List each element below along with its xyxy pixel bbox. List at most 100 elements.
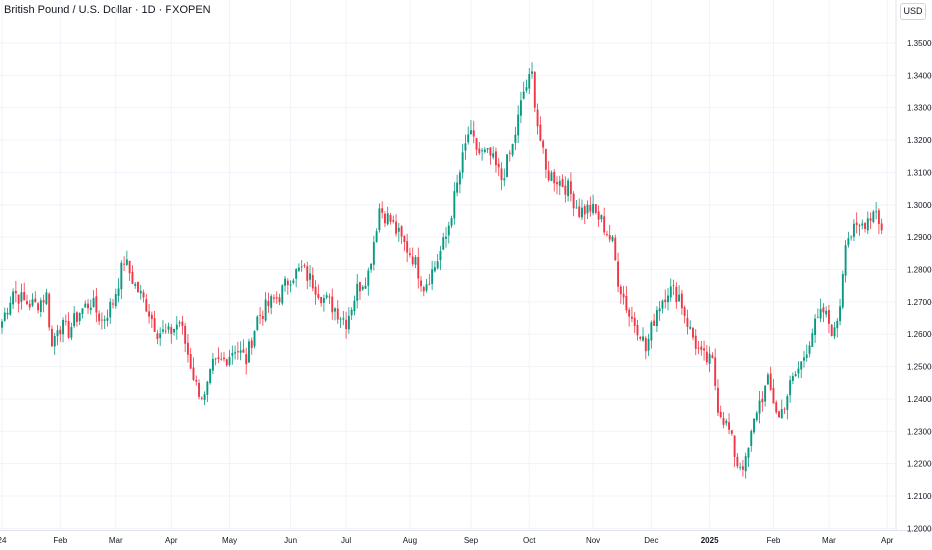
candle [497, 158, 500, 177]
candle [761, 391, 764, 412]
candle [483, 147, 486, 154]
candle [519, 91, 522, 124]
candle [59, 325, 62, 342]
candle [633, 312, 636, 334]
candle [467, 126, 470, 145]
candle [51, 325, 53, 348]
candle [725, 418, 728, 427]
candle [733, 435, 736, 468]
candle [375, 228, 378, 243]
candle [661, 299, 664, 314]
candle [372, 235, 375, 271]
candle [198, 379, 200, 400]
candle [805, 344, 808, 362]
candle [386, 206, 389, 226]
candle [664, 289, 667, 309]
candle [655, 306, 658, 332]
candle [1, 319, 3, 334]
candle [64, 314, 67, 326]
candle [62, 317, 64, 343]
candle [359, 281, 361, 300]
candle [400, 225, 403, 244]
candle [106, 309, 109, 327]
symbol-title: British Pound / U.S. Dollar · 1D · FXOPE… [4, 4, 211, 16]
price-tick-label: 1.24000 [907, 395, 932, 404]
candle [594, 204, 597, 215]
time-tick-label: Feb [53, 536, 67, 545]
candle [209, 368, 212, 385]
time-tick-label: Apr [165, 536, 178, 545]
candle [822, 303, 825, 323]
candle [531, 62, 533, 79]
candle [489, 147, 492, 165]
candle [719, 405, 722, 419]
candle [112, 298, 114, 309]
candle [181, 315, 184, 335]
candle [336, 300, 339, 324]
candle [697, 341, 700, 355]
candle [6, 307, 9, 320]
candle [367, 267, 370, 296]
candle [239, 341, 242, 361]
candle [747, 447, 750, 467]
candle [525, 79, 528, 93]
candle [345, 311, 348, 339]
candle [320, 296, 323, 307]
candle [869, 212, 872, 229]
candle [353, 295, 356, 316]
candle [70, 322, 73, 341]
candle [450, 215, 453, 229]
candle [242, 339, 245, 353]
candle [289, 280, 292, 293]
candle [611, 234, 614, 243]
candle [178, 320, 181, 328]
price-tick-label: 1.31000 [907, 168, 932, 177]
candle [442, 232, 445, 251]
time-tick-label: May [222, 536, 237, 545]
candle [14, 280, 17, 303]
candle [569, 172, 572, 202]
candle [292, 278, 295, 285]
candle [195, 375, 198, 386]
candle [630, 306, 633, 323]
candle [92, 290, 95, 308]
candle [814, 314, 817, 344]
candle [281, 284, 284, 306]
currency-button[interactable]: USD [900, 3, 926, 20]
candle [137, 281, 139, 293]
candle [170, 323, 173, 344]
candle [461, 143, 464, 179]
candle [259, 306, 262, 325]
candle [184, 322, 187, 353]
candle [508, 150, 511, 162]
time-axis[interactable]: 24 Feb Mar Apr May Jun Jul Aug Sep Oct Nov Dec 2025 F… [0, 536, 894, 545]
candle [808, 341, 811, 358]
price-tick-label: 1.22000 [907, 460, 932, 469]
candle [589, 196, 592, 217]
time-tick-label: Oct [523, 536, 536, 545]
candle [134, 281, 137, 289]
candle [203, 391, 206, 406]
candle [794, 371, 797, 377]
candle [284, 275, 286, 292]
candle [750, 429, 753, 452]
candle [597, 205, 600, 227]
candle [439, 245, 442, 271]
candle [830, 324, 833, 337]
candle [31, 293, 34, 308]
candle [850, 235, 853, 241]
candle [528, 67, 531, 95]
candle [311, 267, 314, 292]
candle [156, 329, 159, 345]
candle [264, 292, 267, 323]
candle [453, 182, 456, 225]
candle [422, 285, 425, 297]
time-tick-label: Mar [822, 536, 836, 545]
price-axis[interactable]: 1.35000 1.34000 1.33000 1.32000 1.31000 1.300… [907, 39, 932, 533]
candle [866, 211, 869, 234]
candle [600, 214, 603, 223]
candle [364, 277, 367, 289]
candle [17, 294, 20, 313]
candle [347, 307, 350, 334]
